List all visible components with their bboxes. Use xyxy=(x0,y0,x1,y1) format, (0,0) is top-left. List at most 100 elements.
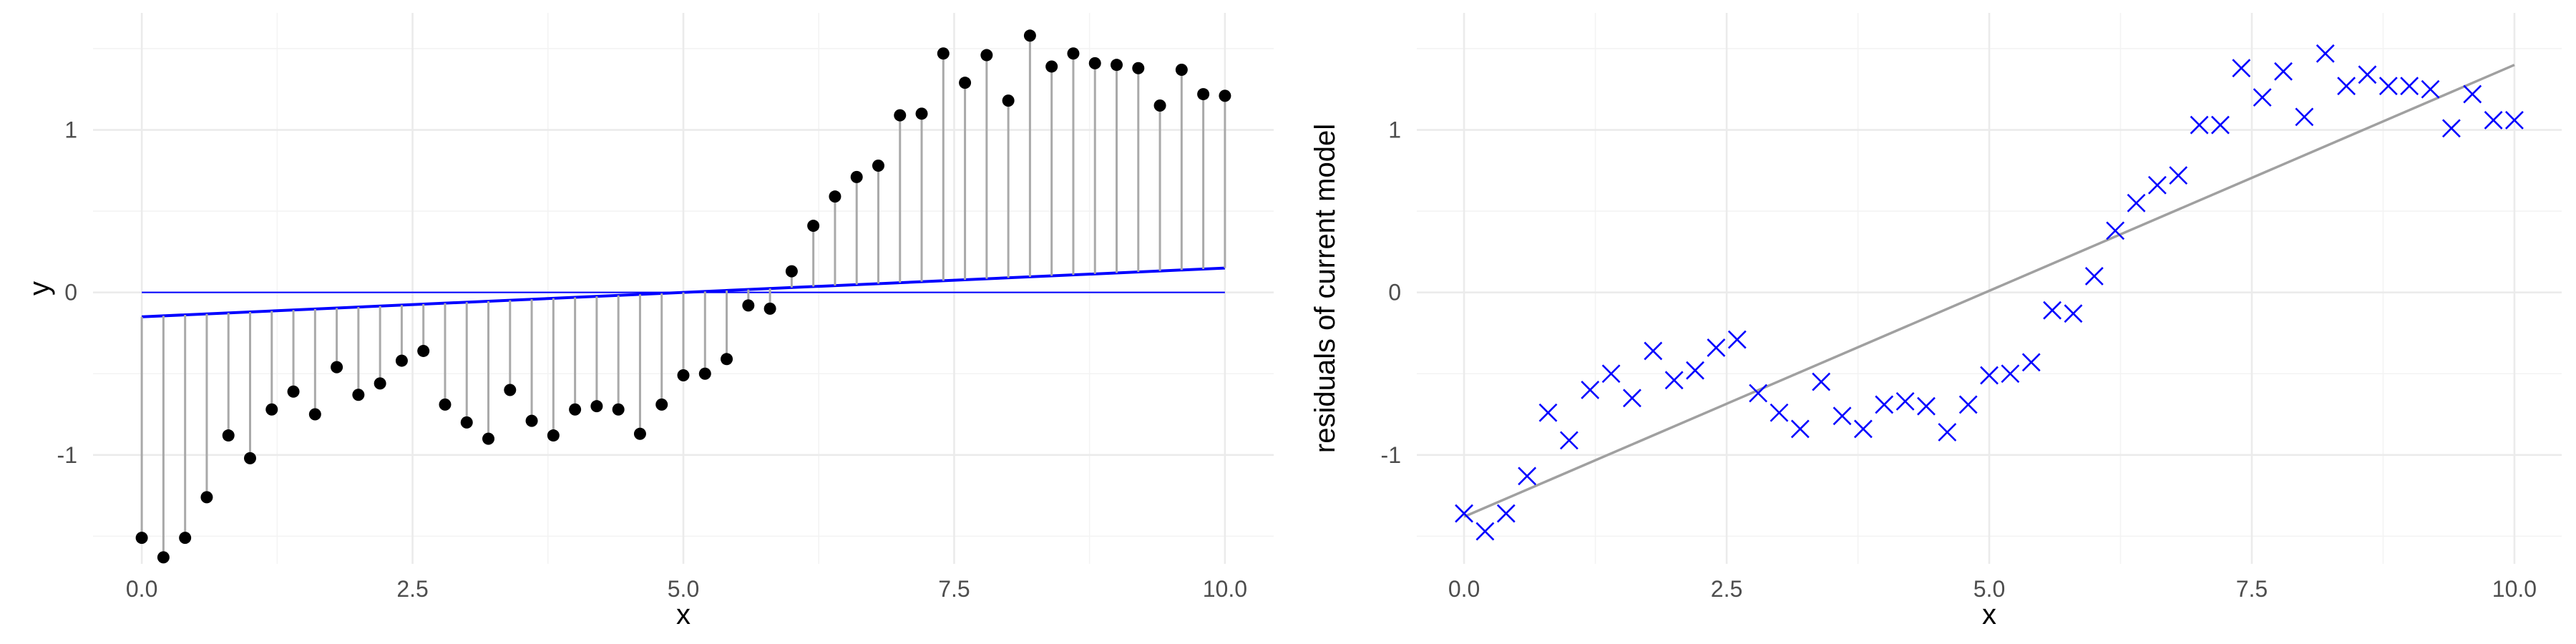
data-point xyxy=(1067,47,1080,60)
data-point xyxy=(915,107,928,120)
residual-point xyxy=(1686,361,1704,380)
residual-point xyxy=(2001,364,2020,384)
x-tick-label: 0.0 xyxy=(1448,576,1480,602)
data-point xyxy=(460,416,473,429)
data-point xyxy=(655,398,668,411)
data-point xyxy=(763,302,776,315)
data-point xyxy=(569,403,582,416)
residual-point xyxy=(2400,77,2419,96)
grid xyxy=(1417,13,2562,564)
data-point xyxy=(698,367,711,380)
y-tick-label: 1 xyxy=(1388,117,1401,143)
data-point xyxy=(959,77,972,89)
data-point xyxy=(287,385,300,398)
x-tick-label: 2.5 xyxy=(396,576,428,602)
residual-point xyxy=(1727,330,1747,349)
data-point xyxy=(894,109,907,122)
residual-point xyxy=(2147,175,2167,195)
residual-point xyxy=(2106,221,2125,240)
residual-point xyxy=(2169,166,2188,185)
data-point xyxy=(200,491,213,504)
residual-point xyxy=(2127,193,2146,213)
residual-point xyxy=(1770,403,1789,422)
x-axis-label: x xyxy=(1982,599,1996,630)
x-tick-labels: 0.0 2.5 5.0 7.5 10.0 xyxy=(1448,576,2537,602)
data-point xyxy=(1088,57,1101,69)
x-tick-label: 0.0 xyxy=(126,576,157,602)
data-point xyxy=(504,384,517,396)
chart-left: 0.0 2.5 5.0 7.5 10.0 -1 0 1 x y xyxy=(24,13,1274,630)
data-point xyxy=(308,408,321,421)
residual-point xyxy=(1833,406,1852,426)
residual-point xyxy=(1938,423,1957,441)
y-tick-label: 0 xyxy=(64,280,77,306)
data-point xyxy=(807,220,820,233)
residual-point xyxy=(2253,88,2272,107)
y-tick-labels: -1 0 1 xyxy=(57,117,77,468)
residual-point xyxy=(1980,366,1999,385)
data-point xyxy=(1023,29,1036,42)
residual-point xyxy=(1749,384,1767,403)
residual-point xyxy=(1559,431,1579,450)
marks xyxy=(1455,44,2524,541)
residual-point xyxy=(1853,419,1873,439)
data-point xyxy=(612,403,625,416)
data-point xyxy=(331,361,343,374)
data-point xyxy=(721,353,733,366)
residual-point xyxy=(2190,115,2209,135)
data-point xyxy=(352,389,365,401)
residual-point xyxy=(1622,389,1641,408)
residual-point xyxy=(2021,353,2041,372)
residual-point xyxy=(1875,395,1894,414)
residual-point xyxy=(1812,372,1831,391)
data-point xyxy=(590,400,603,413)
y-tick-label: -1 xyxy=(1381,442,1401,468)
data-point xyxy=(222,429,235,442)
x-tick-label: 7.5 xyxy=(938,576,970,602)
y-axis-label: y xyxy=(24,281,55,296)
residual-point xyxy=(1644,341,1663,361)
y-tick-labels: -1 0 1 xyxy=(1381,117,1401,468)
residual-point xyxy=(2316,44,2335,63)
x-tick-label: 5.0 xyxy=(668,576,699,602)
x-axis-label: x xyxy=(676,599,691,630)
residual-point xyxy=(1664,371,1684,390)
residual-point xyxy=(1581,381,1600,399)
data-point xyxy=(1002,94,1015,107)
data-point xyxy=(525,414,538,427)
residual-point xyxy=(1475,522,1495,541)
data-point xyxy=(374,377,386,390)
residual-point xyxy=(2379,77,2398,96)
y-tick-label: 0 xyxy=(1388,280,1401,306)
data-point xyxy=(633,427,646,440)
residual-point xyxy=(1538,403,1558,422)
x-tick-label: 7.5 xyxy=(2236,576,2268,602)
data-point xyxy=(872,160,884,172)
x-tick-label: 2.5 xyxy=(1711,576,1742,602)
data-point xyxy=(1111,59,1123,72)
chart-right: 0.0 2.5 5.0 7.5 10.0 -1 0 1 x residuals of cur… xyxy=(1309,13,2562,630)
data-point xyxy=(243,452,256,464)
residual-point xyxy=(1496,504,1516,523)
data-point xyxy=(1153,99,1166,112)
data-point xyxy=(1045,60,1058,73)
residual-point xyxy=(1917,396,1936,416)
residual-point xyxy=(1896,391,1915,411)
y-axis-label: residuals of current model xyxy=(1309,124,1341,453)
residual-point xyxy=(2463,84,2482,104)
residual-point xyxy=(2358,65,2377,84)
x-tick-label: 10.0 xyxy=(1203,576,1247,602)
x-tick-label: 10.0 xyxy=(2492,576,2537,602)
residual-point xyxy=(1518,467,1537,486)
data-point xyxy=(482,432,495,445)
residual-point xyxy=(2505,110,2524,130)
residual-point xyxy=(1455,504,1473,523)
y-tick-label: -1 xyxy=(57,442,77,468)
residual-point xyxy=(2043,301,2062,320)
x-tick-label: 5.0 xyxy=(1974,576,2005,602)
marks xyxy=(135,29,1231,564)
data-point xyxy=(135,532,148,545)
residual-point xyxy=(1958,395,1978,414)
data-point xyxy=(850,170,863,183)
